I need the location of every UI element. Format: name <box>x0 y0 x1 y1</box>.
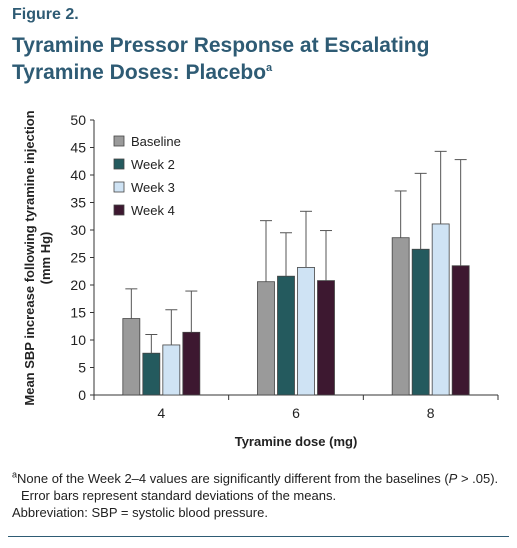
bar-series-group <box>122 223 470 396</box>
footnote-text-end: > .05). <box>457 471 499 486</box>
x-axis-title: Tyramine dose (mg) <box>235 434 358 449</box>
figure-title-line2: Tyramine Doses: Placebo <box>12 61 267 84</box>
footnote: aNone of the Week 2–4 values are signifi… <box>12 470 512 487</box>
y-tick-label: 50 <box>70 112 86 128</box>
legend-label: Week 2 <box>131 157 175 172</box>
bar <box>277 275 295 396</box>
y-tick-label: 10 <box>70 332 86 348</box>
footnote-error-bars: Error bars represent standard deviations… <box>21 488 337 503</box>
figure-title-line1: Tyramine Pressor Response at Escalating <box>12 34 430 57</box>
legend-swatch <box>113 135 125 147</box>
figure-title: Tyramine Pressor Response at Escalating … <box>12 34 507 84</box>
y-tick-label: 35 <box>70 195 86 211</box>
figure-notes: aNone of the Week 2–4 values are signifi… <box>12 470 512 521</box>
y-tick-label: 20 <box>70 277 86 293</box>
y-axis-title: Mean SBP increase following tyramine inj… <box>22 110 53 405</box>
bar <box>411 248 430 396</box>
figure-label: Figure 2. <box>12 6 79 23</box>
legend-label: Week 4 <box>131 203 175 218</box>
error-bar-group <box>125 150 467 354</box>
legend-label: Week 3 <box>131 180 175 195</box>
footnote-p-symbol: P <box>448 471 458 486</box>
bar <box>317 280 335 396</box>
y-tick-label: 15 <box>70 305 86 321</box>
y-tick-label: 45 <box>70 140 86 156</box>
y-axis: 0 5 10 15 20 25 30 35 40 45 50 <box>70 112 95 403</box>
legend: Baseline Week 2 Week 3 Week 4 <box>113 134 181 218</box>
bar <box>122 318 141 396</box>
legend-swatch <box>113 181 125 193</box>
x-axis: 4 6 8 <box>93 394 499 421</box>
y-axis-title-line2: (mm Hg) <box>38 232 53 285</box>
legend-label: Baseline <box>131 134 181 149</box>
bar <box>391 237 410 396</box>
y-tick-label: 40 <box>70 167 86 183</box>
bar <box>431 223 450 396</box>
title-footnote-marker: a <box>266 62 273 74</box>
footnote-marker: a <box>12 469 18 480</box>
y-tick-label: 30 <box>70 222 86 238</box>
bar <box>451 265 470 396</box>
abbreviation-note: Abbreviation: SBP = systolic blood press… <box>12 505 268 520</box>
bar-chart: Mean SBP increase following tyramine inj… <box>22 110 499 449</box>
bar <box>142 352 161 396</box>
bar <box>182 331 201 396</box>
footnote-text-start: None of the Week 2–4 values are signific… <box>17 471 449 486</box>
y-tick-label: 0 <box>78 387 86 403</box>
bar <box>257 281 275 396</box>
bar <box>297 266 315 396</box>
y-axis-title-line1: Mean SBP increase following tyramine inj… <box>22 110 37 405</box>
y-tick-label: 25 <box>70 250 86 266</box>
y-tick-label: 5 <box>78 360 86 376</box>
x-tick-label: 6 <box>292 405 300 421</box>
legend-swatch <box>113 158 125 170</box>
x-tick-label: 4 <box>157 405 165 421</box>
legend-swatch <box>113 204 125 216</box>
x-tick-label: 8 <box>427 405 435 421</box>
bottom-rule <box>8 536 509 537</box>
bar <box>162 344 181 396</box>
